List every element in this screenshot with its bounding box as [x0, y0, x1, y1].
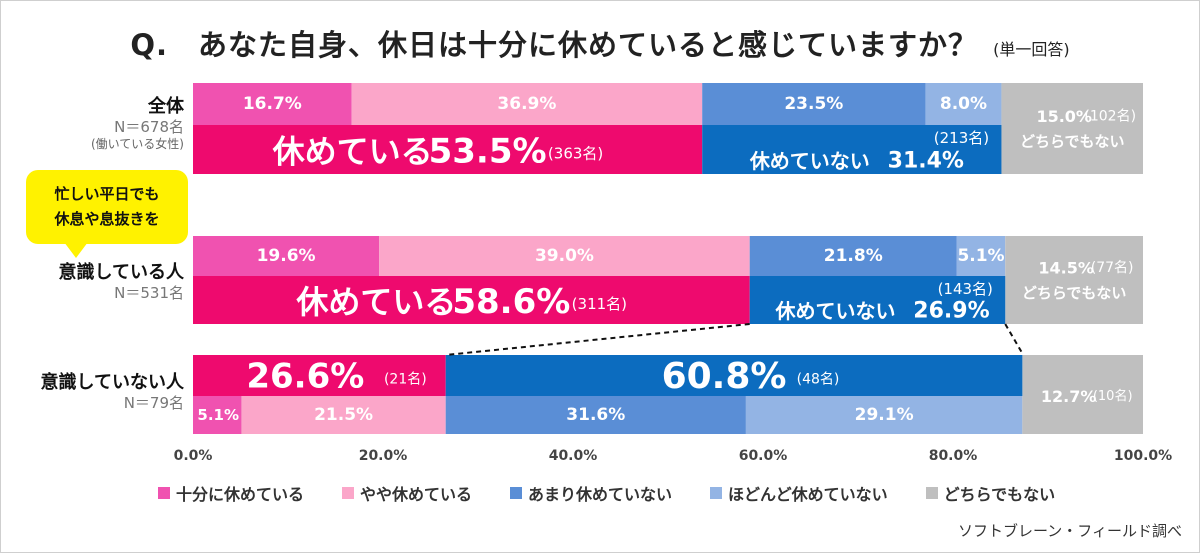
summary-norest-count: (143名) [938, 280, 993, 298]
x-tick-label: 0.0% [174, 448, 213, 464]
bar-segment [379, 236, 750, 276]
row-name: 全体 [148, 96, 184, 117]
summary-neither-label: どちらでもない [1020, 133, 1125, 151]
source-credit: ソフトブレーン・フィールド調べ [958, 522, 1182, 540]
bar-segment [241, 396, 446, 434]
legend-item: やや休めている [342, 481, 472, 505]
legend-label: あまり休めていない [528, 485, 673, 504]
bar-value-label: 5.1% [957, 246, 1004, 266]
legend: 十分に休めている やや休めている あまり休めていない ほどんど休めていない どち… [158, 478, 1168, 508]
row-label-total: 全体 N＝678名 (働いている女性) [20, 96, 184, 152]
legend-label: ほどんど休めていない [728, 485, 888, 504]
x-tick-label: 60.0% [739, 448, 788, 464]
summary-norest-count: (213名) [934, 129, 989, 147]
bar-value-label: 21.5% [314, 405, 373, 425]
summary-norest-percent: 26.9% [913, 299, 989, 324]
legend-label: どちらでもない [943, 485, 1056, 504]
bar-segment [702, 83, 926, 125]
bar-segment [193, 396, 242, 434]
bar-value-label: 19.6% [257, 246, 316, 266]
bar-segment [925, 83, 1002, 125]
bar-segment-neither [1022, 355, 1143, 434]
bar-value-label: 5.1% [197, 406, 239, 424]
row-name: 意識していない人 [40, 372, 184, 393]
legend-item: 十分に休めている [158, 481, 304, 505]
bar-segment [193, 83, 352, 125]
x-tick-label: 100.0% [1114, 448, 1172, 464]
summary-norest-count: (48名) [797, 372, 840, 388]
summary-rest-count: (21名) [384, 372, 427, 388]
summary-bar-norest [749, 276, 1006, 324]
summary-rest-percent: 53.5% [429, 132, 547, 172]
row-count: N＝531名 [114, 284, 184, 302]
bar-segment [749, 236, 957, 276]
x-tick-label: 80.0% [929, 448, 978, 464]
summary-neither-label: どちらでもない [1022, 284, 1127, 302]
summary-norest-percent: 60.8% [662, 356, 787, 397]
summary-bar-norest [445, 355, 1023, 396]
summary-norest-percent: 31.4% [888, 149, 964, 174]
summary-norest-label: 休めていない [749, 149, 870, 173]
summary-rest-label: 休めている [272, 133, 433, 171]
row-label-unaware: 意識していない人 N＝79名 [20, 372, 184, 412]
chart-title-note: (単一回答) [993, 40, 1070, 59]
summary-rest-count: (363名) [548, 145, 603, 163]
chart-title-area: Q. あなた自身、休日は十分に休めていると感じていますか？ (単一回答) [0, 22, 1200, 72]
summary-neither-count: (77名) [1091, 260, 1134, 276]
bar-value-label: 23.5% [784, 94, 843, 114]
bar-segment [445, 396, 746, 434]
summary-neither-count: (10名) [1093, 388, 1133, 404]
summary-rest-percent: 58.6% [452, 282, 570, 322]
row-subtitle: (働いている女性) [90, 137, 184, 151]
row-count: N＝79名 [123, 394, 184, 412]
bar-value-label: 39.0% [535, 246, 594, 266]
summary-neither-percent: 12.7% [1041, 387, 1097, 406]
bar-value-label: 29.1% [855, 405, 914, 425]
x-tick-label: 20.0% [359, 448, 408, 464]
summary-bar-rest [193, 276, 750, 324]
legend-swatch [342, 487, 355, 499]
legend-swatch [158, 487, 170, 499]
chart-title: Q. あなた自身、休日は十分に休めていると感じていますか？ [130, 28, 979, 62]
legend-item: ほどんど休めていない [710, 481, 888, 505]
bar-segment [351, 83, 703, 125]
summary-bar-rest [193, 355, 446, 396]
callout-line: 休息や息抜きを [54, 210, 160, 228]
legend-swatch [925, 487, 938, 499]
row-name: 意識している人 [58, 262, 184, 283]
callout-bubble: 忙しい平日でも 休息や息抜きを [26, 170, 188, 258]
summary-neither-percent: 15.0% [1036, 107, 1092, 126]
legend-item: どちらでもない [925, 481, 1056, 505]
legend-swatch [710, 487, 723, 499]
row-label-aware: 意識している人 N＝531名 [20, 262, 184, 302]
bar-segment-neither [1001, 83, 1143, 174]
bar-segment-neither [1005, 236, 1143, 324]
summary-norest-label: 休めていない [774, 299, 895, 323]
bar-value-label: 31.6% [566, 405, 625, 425]
legend-swatch [510, 487, 523, 499]
bar-value-label: 16.7% [243, 94, 302, 114]
callout-line: 忙しい平日でも [54, 185, 160, 203]
summary-neither-percent: 14.5% [1038, 259, 1094, 278]
row-count: N＝678名 [114, 118, 184, 136]
bar-segment [745, 396, 1023, 434]
bar-segment [193, 236, 380, 276]
legend-label: やや休めている [360, 485, 473, 504]
bar-value-label: 8.0% [940, 94, 987, 114]
summary-bar-rest [193, 125, 703, 174]
bar-segment [956, 236, 1006, 276]
legend-item: あまり休めていない [510, 481, 672, 505]
summary-neither-count: (102名) [1084, 109, 1136, 125]
connector-line [1004, 323, 1025, 356]
bar-value-label: 36.9% [497, 94, 556, 114]
legend-label: 十分に休めている [176, 485, 305, 504]
summary-rest-count: (311名) [572, 295, 627, 313]
connector-line [445, 323, 750, 356]
x-tick-label: 40.0% [549, 448, 598, 464]
summary-bar-norest [702, 125, 1002, 174]
summary-rest-percent: 26.6% [246, 357, 364, 397]
summary-rest-label: 休めている [295, 283, 456, 321]
bar-value-label: 21.8% [824, 246, 883, 266]
